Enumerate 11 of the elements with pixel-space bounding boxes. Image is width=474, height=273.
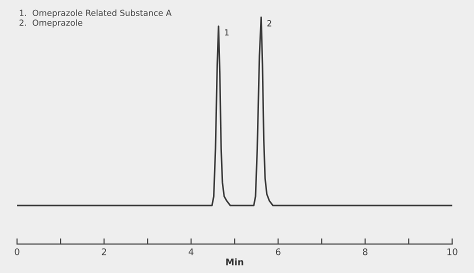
annotation: 2	[267, 20, 272, 26]
annotation: 1	[225, 29, 229, 36]
x-axis-title: Min	[226, 258, 244, 266]
x-tick-label: 2	[102, 248, 106, 256]
annotation: 1. Omeprazole Related Substance A	[20, 10, 172, 18]
x-tick-label: 4	[188, 248, 194, 256]
x-tick-label: 8	[362, 248, 368, 256]
x-tick-label: 6	[276, 248, 280, 256]
annotation: 2. Omeprazole	[20, 19, 82, 28]
x-tick-label: 10	[447, 248, 458, 256]
x-tick-label: 0	[14, 248, 20, 256]
